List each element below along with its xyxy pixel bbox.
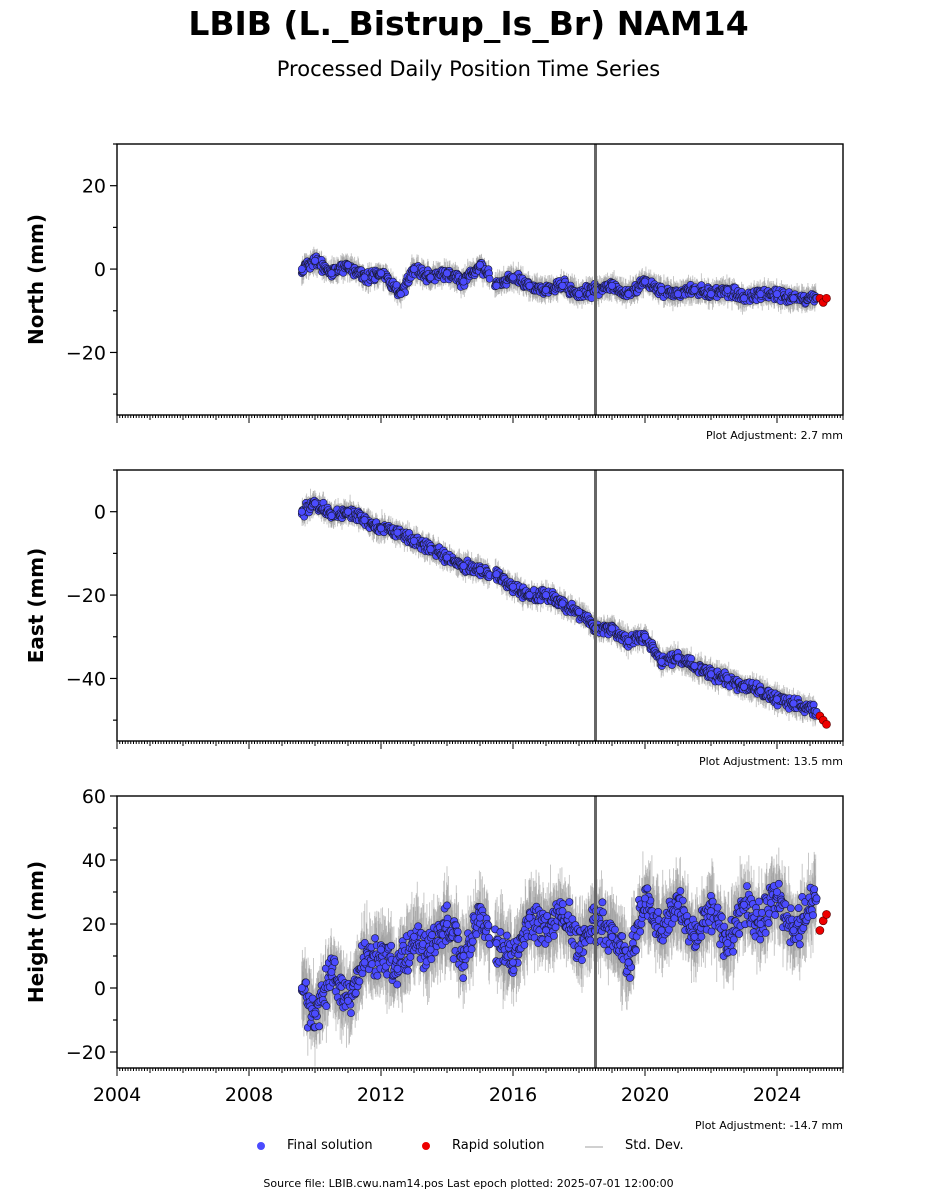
north-final-point bbox=[377, 269, 385, 278]
north-panel: −20 0 20 North (mm) bbox=[24, 143, 844, 423]
north-y-tick-label: 0 bbox=[94, 259, 106, 281]
figure-subtitle: Processed Daily Position Time Series bbox=[276, 57, 661, 81]
north-final-point bbox=[756, 290, 765, 298]
north-y-tick-label: −20 bbox=[66, 342, 106, 364]
north-final-point bbox=[624, 290, 633, 298]
north-final-point bbox=[707, 290, 715, 298]
north-final-point bbox=[297, 265, 306, 273]
north-final-point bbox=[674, 290, 682, 298]
east-final-points bbox=[297, 496, 821, 720]
north-final-point bbox=[740, 294, 748, 303]
north-final-points bbox=[297, 252, 821, 308]
north-final-point bbox=[485, 274, 494, 283]
east-data bbox=[297, 488, 831, 729]
north-final-point bbox=[509, 273, 517, 282]
north-final-point bbox=[542, 286, 550, 294]
north-final-point bbox=[459, 277, 468, 286]
north-final-point bbox=[773, 290, 781, 298]
north-final-point bbox=[575, 290, 583, 298]
north-final-point bbox=[344, 261, 352, 269]
north-y-tick-label: 20 bbox=[82, 176, 106, 198]
north-final-point bbox=[690, 286, 699, 294]
north-final-point bbox=[608, 281, 616, 290]
north-final-point bbox=[410, 265, 418, 273]
north-final-point bbox=[311, 256, 319, 265]
north-final-point bbox=[396, 290, 405, 298]
north-final-point bbox=[657, 286, 666, 294]
north-final-point bbox=[558, 281, 567, 290]
north-final-point bbox=[525, 281, 534, 290]
north-final-point bbox=[789, 294, 798, 303]
north-final-point bbox=[392, 281, 401, 289]
north-final-point bbox=[443, 269, 451, 278]
north-rapid-points bbox=[815, 293, 831, 307]
north-y-axis-label: North (mm) bbox=[24, 214, 48, 345]
north-rapid-point bbox=[822, 293, 831, 303]
north-final-point bbox=[476, 261, 484, 269]
north-final-point bbox=[723, 286, 732, 294]
north-data bbox=[297, 246, 831, 315]
north-final-point bbox=[492, 281, 501, 290]
north-final-point bbox=[426, 273, 435, 282]
figure-title: LBIB (L._Bistrup_Is_Br) NAM14 bbox=[188, 4, 749, 43]
north-final-point bbox=[327, 269, 336, 278]
north-final-point bbox=[641, 277, 649, 286]
north-final-point bbox=[360, 273, 369, 282]
